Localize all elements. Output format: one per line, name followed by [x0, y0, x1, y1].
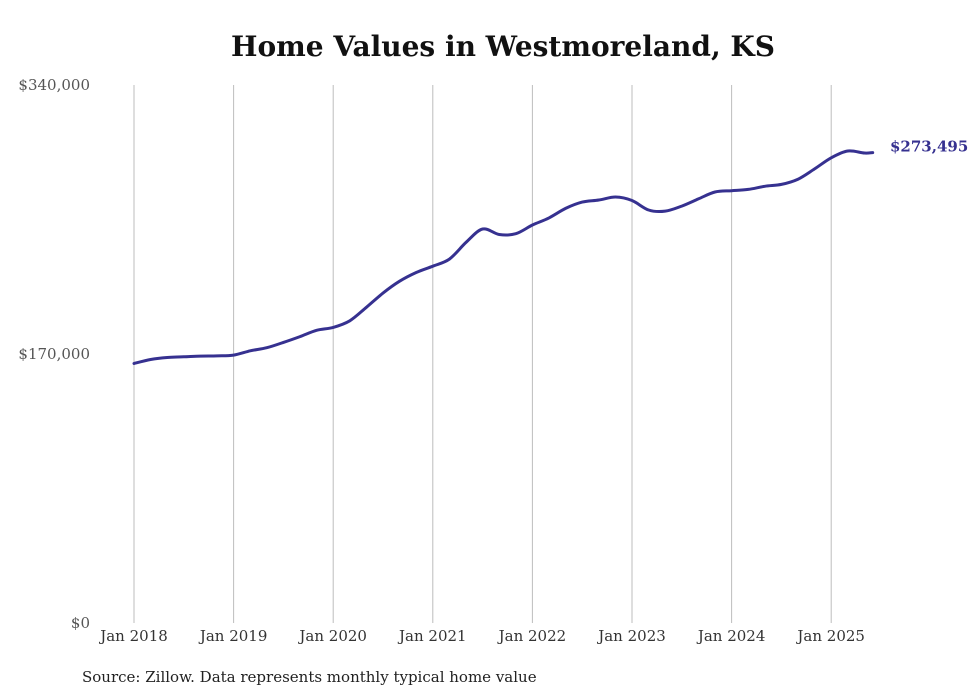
y-axis-ticks: $0 $170,000 $340,000 [18, 76, 90, 632]
series-layer: $273,495 [132, 138, 968, 365]
x-tick-label: Jan 2023 [596, 627, 666, 645]
end-value-label: $273,495 [890, 138, 968, 156]
x-tick-label: Jan 2025 [795, 627, 865, 645]
x-tick-label: Jan 2024 [696, 627, 766, 645]
y-tick-label: $170,000 [18, 345, 90, 363]
series-line [132, 149, 875, 365]
x-axis-ticks: Jan 2018 Jan 2019 Jan 2020 Jan 2021 Jan 2022… [98, 627, 865, 645]
x-tick-label: Jan 2019 [198, 627, 268, 645]
x-tick-label: Jan 2021 [397, 627, 467, 645]
x-tick-label: Jan 2020 [297, 627, 367, 645]
y-tick-label: $0 [71, 614, 90, 632]
x-tick-label: Jan 2018 [98, 627, 168, 645]
source-note: Source: Zillow. Data represents monthly … [82, 668, 537, 686]
y-tick-label: $340,000 [18, 76, 90, 94]
chart-title: Home Values in Westmoreland, KS [231, 30, 775, 63]
x-tick-label: Jan 2022 [497, 627, 567, 645]
